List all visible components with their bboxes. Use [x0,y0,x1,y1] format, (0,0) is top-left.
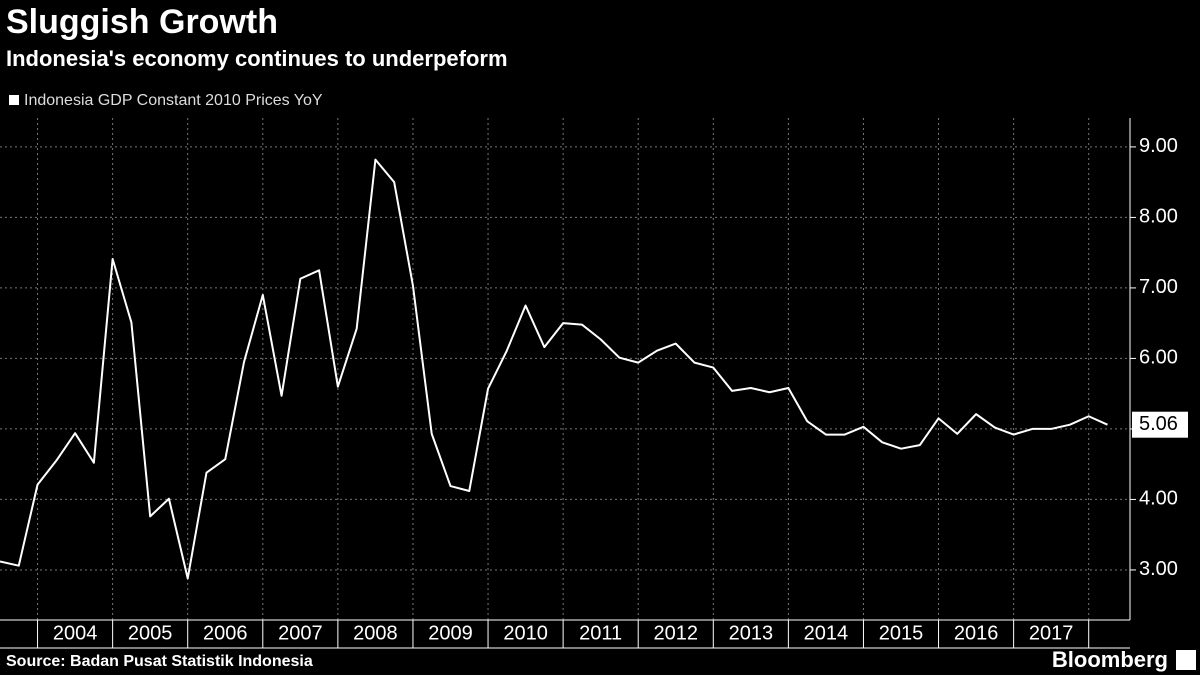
x-tick-label: 2010 [503,622,548,644]
last-value-box [1132,411,1188,438]
y-tick-label: 8.00 [1139,206,1178,228]
x-tick-label: 2005 [128,622,173,644]
source: Source: Badan Pusat Statistik Indonesia [6,653,313,670]
x-tick-label: 2013 [729,622,774,644]
x-tick-label: 2015 [879,622,924,644]
y-tick-label: 9.00 [1139,135,1178,157]
y-tick-label: 3.00 [1139,558,1178,580]
y-tick-label: 4.00 [1139,488,1178,510]
x-tick-label: 2007 [278,622,323,644]
chart-title: Sluggish Growth [6,3,278,41]
x-tick-label: 2008 [353,622,398,644]
x-tick-label: 2011 [579,622,622,644]
brand-icon [1176,650,1196,670]
x-tick-label: 2016 [954,622,999,644]
last-value-label: 5.06 [1139,413,1178,435]
x-tick-label: 2004 [53,622,98,644]
y-tick-label: 7.00 [1139,276,1178,298]
brand: Bloomberg [1052,647,1168,672]
chart-subtitle: Indonesia's economy continues to underpe… [6,46,508,71]
x-tick-label: 2017 [1029,622,1074,644]
x-tick-label: 2012 [653,622,698,644]
legend-swatch [9,95,19,105]
x-tick-label: 2014 [804,622,849,644]
legend-label: Indonesia GDP Constant 2010 Prices YoY [24,92,323,109]
series-line [0,158,1108,580]
x-tick-label: 2009 [428,622,473,644]
x-tick-label: 2006 [203,622,248,644]
y-tick-label: 6.00 [1139,347,1178,369]
